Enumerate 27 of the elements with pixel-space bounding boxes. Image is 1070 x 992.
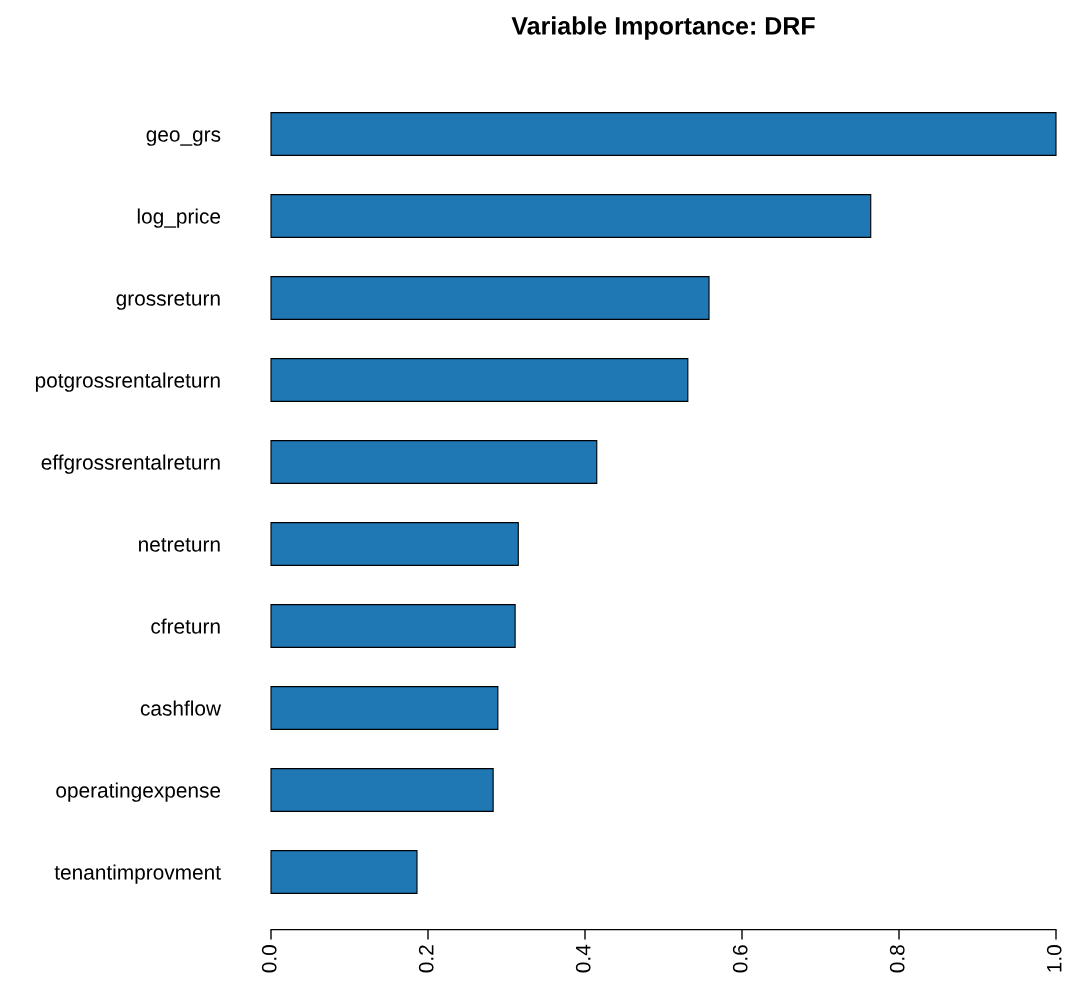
y-tick-label: cfreturn xyxy=(151,618,220,634)
x-tick-label: 1.0 xyxy=(1046,945,1062,972)
x-tick-label: 0.8 xyxy=(889,945,905,973)
y-tick-label: netreturn xyxy=(139,538,220,552)
y-tick-label: operatingexpense xyxy=(56,782,221,802)
bar xyxy=(270,850,418,894)
y-tick-label: grossreturn xyxy=(116,292,220,310)
y-tick-label: log_price xyxy=(137,208,221,228)
x-tick-label: 0.4 xyxy=(575,944,591,973)
bar xyxy=(270,112,1057,156)
bar xyxy=(270,768,494,812)
bar xyxy=(270,276,710,320)
bar xyxy=(270,522,519,566)
x-tick-label: 0.2 xyxy=(418,945,434,973)
bar xyxy=(270,194,872,238)
y-tick-label: geo_grs xyxy=(146,130,221,146)
bar xyxy=(270,440,598,484)
y-tick-label: effgrossrentalreturn xyxy=(41,454,220,474)
y-tick-label: cashflow xyxy=(140,700,222,716)
chart-title: Variable Importance: DRF xyxy=(511,16,815,40)
bar xyxy=(270,358,689,402)
y-tick-label: tenantimprovment xyxy=(54,864,221,884)
x-tick-label: 0.0 xyxy=(261,945,277,973)
y-tick-label: potgrossrentalreturn xyxy=(35,372,220,392)
x-tick-label: 0.6 xyxy=(732,945,748,973)
bar xyxy=(270,604,516,648)
bar xyxy=(270,686,499,730)
